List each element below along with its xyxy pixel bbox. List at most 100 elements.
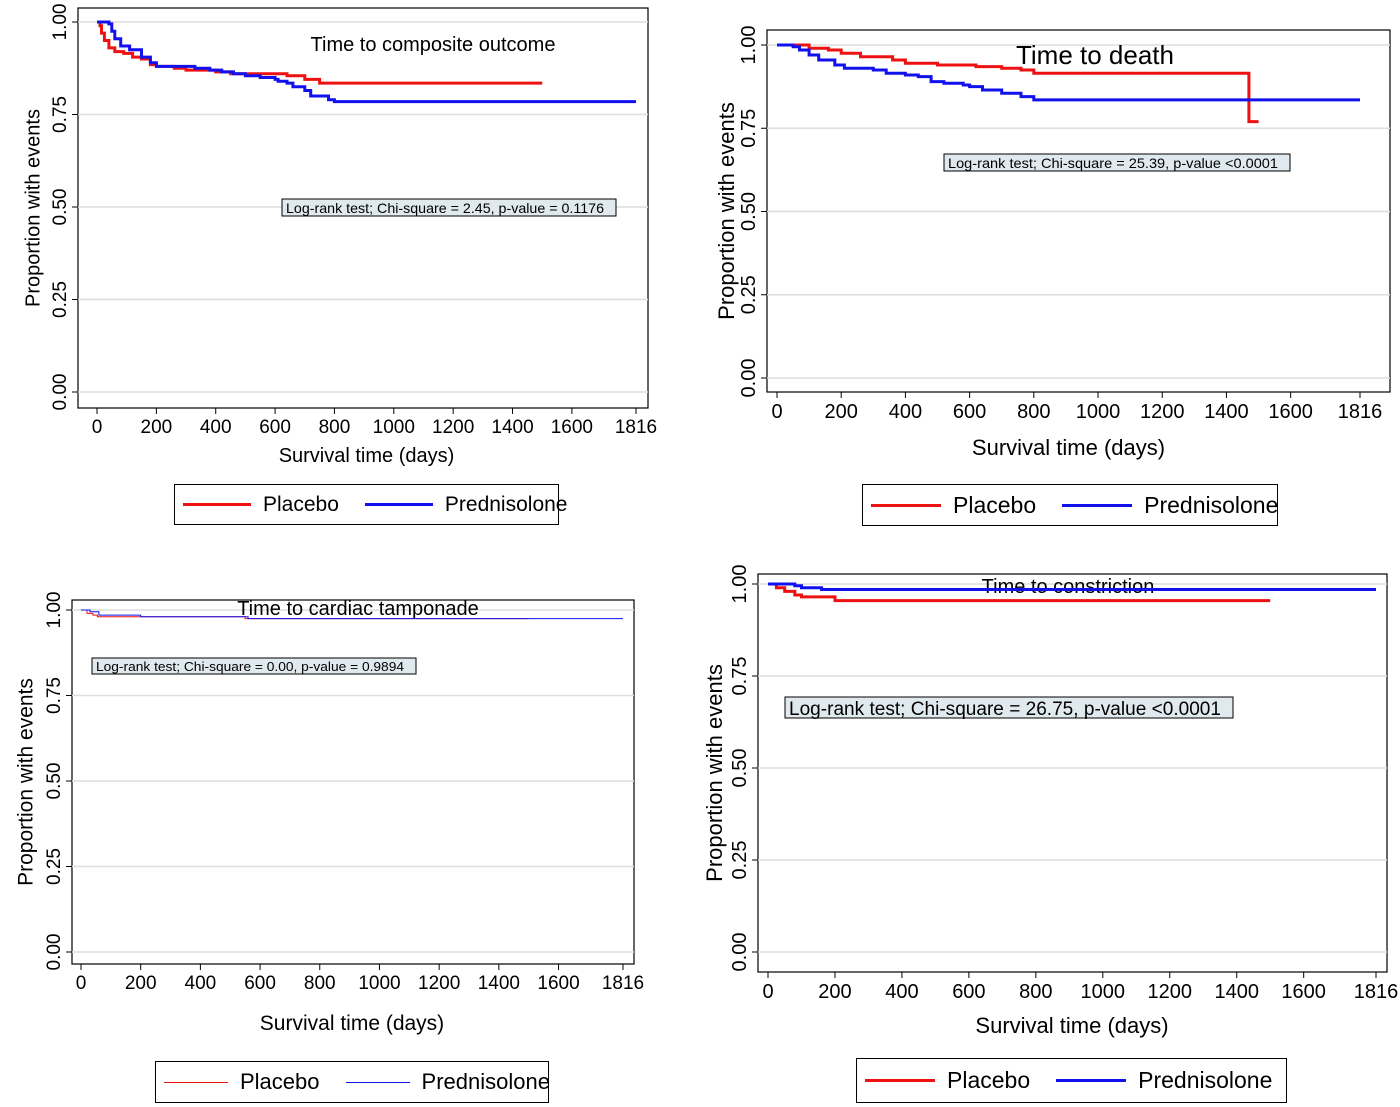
x-tick-label: 1600 [1268,401,1313,423]
legend-tamponade: Placebo Prednisolone [155,1061,550,1103]
x-tick-label: 800 [304,973,336,994]
x-tick-label: 1000 [1076,401,1121,423]
x-tick-label: 400 [885,981,918,1003]
legend-label-prednisolone: Prednisolone [1138,1067,1273,1093]
legend-label-prednisolone: Prednisolone [444,492,568,516]
y-tick-label: 0.75 [738,109,760,148]
chart-title: Time to cardiac tamponade [237,598,479,620]
x-axis-label: Survival time (days) [260,1012,444,1035]
y-axis-label: Proportion with events [702,664,727,882]
x-tick-label: 1000 [373,417,415,438]
legend-item-placebo: Placebo [164,1069,320,1095]
legend-constriction: Placebo Prednisolone [856,1058,1287,1103]
annotation-text: Log-rank test; Chi-square = 2.45, p-valu… [286,200,604,216]
x-tick-label: 400 [889,401,922,423]
series-line-prednisolone [777,43,1360,102]
y-axis-label: Proportion with events [714,102,739,320]
x-tick-label: 1400 [1204,401,1249,423]
x-tick-label: 1400 [491,417,533,438]
x-tick-label: 800 [1017,401,1050,423]
x-tick-label: 0 [771,401,782,423]
x-tick-label: 1200 [1140,401,1185,423]
y-tick-label: 0.00 [44,934,65,971]
chart-svg: 0.00 0.25 0.50 0.75 1.00 0 200 400 600 800 1000 120… [702,565,1399,1038]
annotation-box [281,198,617,217]
chart-svg: 0.00 0.25 0.50 0.75 1.00 0 200 400 600 800 1000 120… [714,26,1391,460]
y-tick-label: 0.50 [729,749,751,788]
x-tick-label: 200 [818,981,851,1003]
y-tick-label: 0.00 [729,933,751,972]
y-tick-label: 0.25 [44,848,65,885]
y-tick-label: 0.00 [738,359,760,398]
annotation-box [784,696,1234,719]
x-axis-label: Survival time (days) [972,435,1165,460]
x-tick-label: 200 [141,417,173,438]
x-tick-label: 600 [952,981,985,1003]
chart-panel-death: 0.00 0.25 0.50 0.75 1.00 0 200 400 600 800 1000 120… [700,0,1400,540]
legend-item-prednisolone: Prednisolone [364,492,568,517]
y-tick-label: 0.75 [44,677,65,714]
series-line-prednisolone [768,582,1376,591]
prednisolone-line-swatch [345,1081,410,1083]
series-line-placebo [768,582,1271,603]
legend-label-prednisolone: Prednisolone [421,1069,550,1094]
chart-panel-composite: 0.00 0.25 0.50 0.75 1.00 0 200 400 600 800 1000 120… [0,0,700,540]
prednisolone-line-swatch [1056,1079,1127,1082]
chart-title: Time to constriction [982,576,1155,598]
x-tick-label: 200 [825,401,858,423]
x-tick-label: 1816 [1354,981,1399,1003]
y-tick-label: 0.50 [738,192,760,231]
legend-item-placebo: Placebo [865,1067,1030,1094]
placebo-line-swatch [183,503,251,506]
placebo-line-swatch [865,1079,935,1082]
annotation-text: Log-rank test; Chi-square = 25.39, p-val… [948,155,1278,171]
y-tick-label: 0.00 [50,374,71,411]
plot-frame [71,599,635,965]
chart-panel-tamponade: 0.00 0.25 0.50 0.75 1.00 0 200 400 600 800 1000 120… [0,560,700,1107]
y-tick-label: 0.25 [729,841,751,880]
y-tick-label: 0.50 [44,763,65,800]
y-tick-label: 0.25 [50,281,71,318]
y-tick-label: 1.00 [738,26,760,65]
annotation-box [91,657,417,675]
legend-item-prednisolone: Prednisolone [1056,1067,1272,1094]
x-tick-label: 600 [953,401,986,423]
x-axis-label: Survival time (days) [279,445,455,467]
x-tick-label: 1600 [537,973,579,994]
y-tick-label: 0.25 [738,275,760,314]
chart-title: Time to composite outcome [311,34,556,56]
x-tick-label: 1816 [1338,401,1383,423]
legend-death: Placebo Prednisolone [862,484,1278,526]
annotation-box [943,153,1291,172]
legend-composite: Placebo Prednisolone [174,484,567,525]
y-tick-label: 1.00 [50,4,71,41]
chart-svg: 0.00 0.25 0.50 0.75 1.00 0 200 400 600 800 1000 120… [14,592,644,1035]
x-tick-label: 0 [92,417,103,438]
x-tick-label: 1200 [432,417,474,438]
annotation-text: Log-rank test; Chi-square = 0.00, p-valu… [96,659,404,674]
prednisolone-line-swatch [1062,503,1133,507]
x-tick-label: 1200 [418,973,460,994]
y-tick-label: 0.75 [50,96,71,133]
series-line-prednisolone [97,20,636,104]
prednisolone-line-swatch [364,503,433,506]
plot-frame [757,573,1388,973]
x-tick-label: 1400 [1214,981,1259,1003]
x-tick-label: 400 [185,973,217,994]
x-tick-label: 1816 [602,973,644,994]
x-tick-label: 600 [244,973,276,994]
x-tick-label: 0 [762,981,773,1003]
chart-title: Time to death [1016,40,1174,70]
y-axis-label: Proportion with events [14,678,37,886]
series-line-prednisolone [81,609,623,620]
y-tick-label: 0.75 [729,657,751,696]
x-tick-label: 0 [76,973,87,994]
placebo-line-swatch [871,503,941,507]
y-tick-label: 1.00 [729,565,751,604]
x-tick-label: 1400 [478,973,520,994]
y-tick-label: 0.50 [50,189,71,226]
legend-item-placebo: Placebo [871,492,1036,519]
placebo-line-swatch [164,1081,228,1083]
legend-item-prednisolone: Prednisolone [1062,492,1278,519]
legend-item-placebo: Placebo [183,493,339,517]
